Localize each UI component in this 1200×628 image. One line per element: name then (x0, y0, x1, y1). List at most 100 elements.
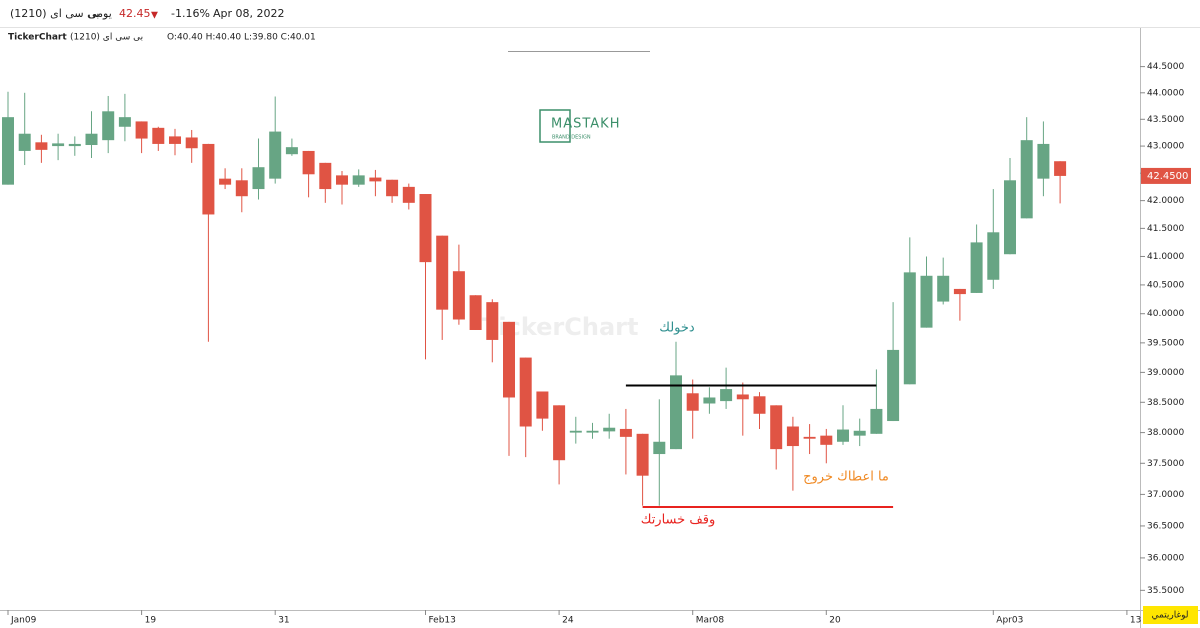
scale-badge[interactable] (1143, 606, 1198, 624)
y-tick-label: 40.5000 (1147, 280, 1184, 290)
candle-body (35, 142, 48, 150)
candle-body (870, 408, 883, 434)
candle-body (386, 179, 399, 197)
logo-tagline: BRAND DESIGN (552, 135, 591, 141)
candle-body (937, 275, 950, 302)
candle-body (152, 127, 165, 144)
logo-frame (539, 109, 571, 143)
candle-body (970, 242, 983, 293)
candle-body (18, 133, 31, 151)
annotation: دخولك (659, 321, 695, 336)
candle-body (235, 180, 248, 197)
candle-body (786, 426, 799, 447)
x-tick-label: 20 (829, 616, 841, 626)
candle-body (486, 302, 499, 340)
x-tick-label: Apr03 (996, 616, 1023, 626)
y-tick-label: 44.5000 (1147, 62, 1184, 72)
x-tick-label: 19 (145, 616, 157, 626)
candle-body (1054, 161, 1067, 176)
candle-body (319, 162, 332, 190)
last-price-label: 42.4500 (1147, 171, 1188, 182)
info-ohlc: O:40.40 H:40.40 L:39.80 C:40.01 (167, 33, 316, 43)
candle-body (553, 405, 566, 461)
y-tick-label: 39.0000 (1147, 368, 1184, 378)
period: یومی (88, 7, 112, 20)
candle-body (118, 117, 131, 127)
candle-body (820, 435, 833, 445)
candle-body (853, 430, 866, 436)
y-tick-label: 44.0000 (1147, 88, 1184, 98)
candle-body (252, 167, 265, 190)
y-tick-label: 43.5000 (1147, 115, 1184, 125)
y-tick-label: 35.5000 (1147, 586, 1184, 596)
candle-body (1037, 143, 1050, 179)
x-tick-label: 13 (1130, 616, 1141, 626)
candle-body (636, 433, 649, 476)
candle-body (419, 194, 432, 263)
candle-body (269, 131, 282, 179)
y-tick-label: 43.0000 (1147, 142, 1184, 152)
candle-body (536, 391, 549, 419)
candle-body (953, 288, 966, 295)
x-tick-label: 31 (278, 616, 289, 626)
candle-body (436, 235, 449, 310)
annotation: وقف خسارتك (641, 513, 716, 528)
candle-body (68, 143, 81, 147)
y-tick-label: 36.0000 (1147, 553, 1184, 563)
candle-body (369, 177, 382, 182)
logo-name: MASTAKH (551, 117, 621, 132)
brand: TickerChart (8, 33, 67, 43)
y-tick-label: 36.5000 (1147, 521, 1184, 531)
candle-body (102, 111, 115, 141)
candle-body (302, 150, 315, 175)
x-tick-label: Mar08 (696, 616, 725, 626)
candle-body (987, 232, 1000, 280)
date: Apr 08, 2022 (213, 7, 285, 20)
change: -1.16% (171, 7, 210, 20)
last-price-box (1141, 167, 1191, 184)
y-tick-label: 42.0000 (1147, 196, 1184, 206)
candle-body (569, 430, 582, 433)
candle-body (837, 429, 849, 442)
candle-body (586, 430, 599, 433)
candle-body (753, 396, 766, 414)
candle-body (285, 147, 298, 155)
candle-body (619, 428, 632, 437)
candle-body (736, 394, 749, 400)
candle-body (169, 136, 181, 144)
candle-body (2, 117, 14, 185)
y-tick-label: 40.0000 (1147, 309, 1184, 319)
arrow: ▼ (151, 11, 158, 21)
y-tick-label: 38.5000 (1147, 398, 1184, 408)
x-tick-label: Jan09 (10, 616, 37, 626)
candle-body (85, 133, 98, 146)
annotation: ما اعطاك خروج (803, 470, 889, 485)
candle-body (703, 397, 716, 404)
candle-body (202, 143, 215, 215)
candle-body (887, 349, 900, 422)
candle-body (1020, 140, 1033, 219)
candle-body (135, 121, 148, 139)
candle-body (903, 272, 916, 385)
candle-body (219, 178, 232, 185)
y-tick-label: 38.0000 (1147, 428, 1184, 438)
candle-body (653, 441, 666, 455)
candle-body (686, 393, 699, 411)
candle-body (720, 389, 733, 402)
x-tick-label: 24 (562, 616, 574, 626)
candle-body (770, 405, 783, 450)
y-tick-label: 37.5000 (1147, 459, 1184, 469)
logo: MASTAKH BRAND DESIGN (539, 109, 621, 143)
price: 42.45 (119, 7, 151, 20)
candle-body (803, 436, 816, 439)
scale-label[interactable]: لوغاريتمي (1151, 611, 1188, 621)
candle-body (920, 275, 933, 328)
candle-body (469, 295, 482, 330)
candle-body (402, 186, 415, 203)
candle-body (352, 175, 365, 185)
candle-body (503, 321, 515, 398)
candle-body (603, 427, 616, 432)
candle-body (1004, 180, 1016, 255)
